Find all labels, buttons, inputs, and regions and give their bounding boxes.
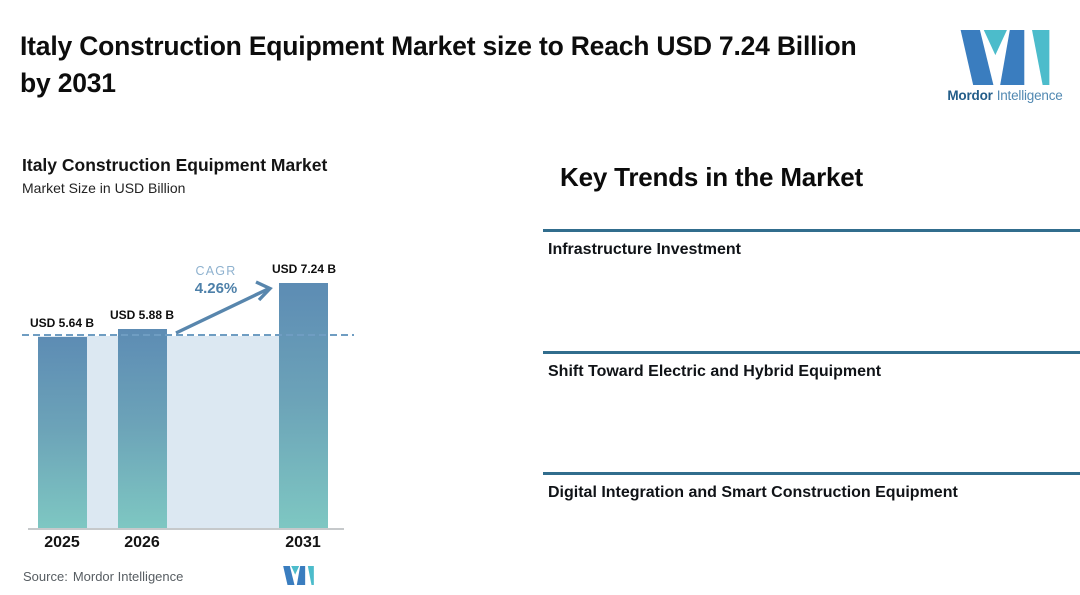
bar-2025 bbox=[38, 337, 87, 528]
brand-wordmark: Mordor Intelligence bbox=[938, 88, 1072, 103]
mordor-intelligence-logo-icon bbox=[960, 30, 1050, 85]
chart-subtitle: Market Size in USD Billion bbox=[22, 180, 186, 196]
bar-value-2025: USD 5.64 B bbox=[29, 316, 95, 330]
brand-block: Mordor Intelligence bbox=[938, 30, 1072, 103]
x-axis-line bbox=[28, 528, 344, 530]
page-title-line-1: Italy Construction Equipment Market size… bbox=[20, 31, 857, 61]
bar-2031 bbox=[279, 283, 328, 528]
trend-row-infrastructure: Infrastructure Investment bbox=[543, 229, 1080, 259]
x-tick-2031: 2031 bbox=[285, 534, 321, 551]
trend-divider bbox=[543, 229, 1080, 232]
source-value: Mordor Intelligence bbox=[72, 569, 184, 584]
cagr-growth-arrow-icon bbox=[175, 280, 273, 335]
trend-divider bbox=[543, 472, 1080, 475]
page-title-line-2: by 2031 bbox=[20, 68, 116, 98]
trend-row-digital-integration: Digital Integration and Smart Constructi… bbox=[543, 472, 1080, 502]
source-note: Source: Mordor Intelligence bbox=[23, 569, 183, 584]
x-tick-2026: 2026 bbox=[124, 534, 160, 551]
cagr-value: 4.26% bbox=[194, 280, 238, 297]
trend-divider bbox=[543, 351, 1080, 354]
brand-name-secondary: Intelligence bbox=[996, 88, 1063, 103]
brand-name-primary: Mordor bbox=[947, 88, 993, 103]
mordor-intelligence-logo-small-icon bbox=[283, 566, 314, 585]
cagr-label: CAGR bbox=[195, 264, 237, 278]
bar-2026 bbox=[118, 329, 167, 528]
chart-title: Italy Construction Equipment Market bbox=[22, 155, 328, 175]
x-tick-2025: 2025 bbox=[44, 534, 80, 551]
source-label: Source: bbox=[23, 569, 68, 584]
trend-label: Digital Integration and Smart Constructi… bbox=[548, 483, 958, 501]
reference-dashed-line bbox=[22, 334, 354, 336]
trend-row-electric-hybrid: Shift Toward Electric and Hybrid Equipme… bbox=[543, 351, 1080, 381]
trend-label: Shift Toward Electric and Hybrid Equipme… bbox=[548, 362, 882, 380]
trends-heading: Key Trends in the Market bbox=[560, 162, 863, 192]
bar-value-2031: USD 7.24 B bbox=[271, 262, 337, 276]
page-title: Italy Construction Equipment Market size… bbox=[20, 28, 950, 102]
trend-label: Infrastructure Investment bbox=[548, 240, 741, 258]
bar-value-2026: USD 5.88 B bbox=[109, 308, 175, 322]
